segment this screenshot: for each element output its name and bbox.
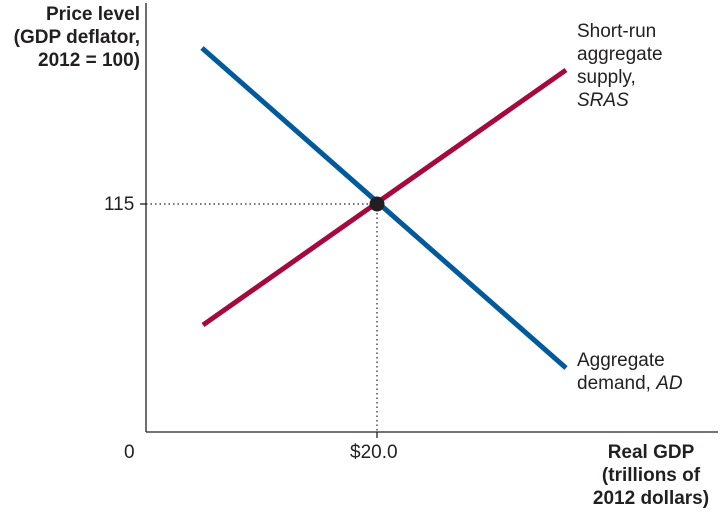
ad-label: Aggregate demand, AD [577,349,683,395]
sras-label-line-2: aggregate [577,44,663,65]
origin-label: 0 [124,442,135,463]
sras-curve [201,67,568,328]
sras-label-abbr: SRAS [577,90,629,111]
sras-label-line-1: Short-run [577,21,657,42]
sras-label-line-3: supply, [577,67,636,88]
sras-label: Short-run aggregate supply, SRAS [577,20,663,112]
ad-label-line-2: demand, AD [577,372,683,395]
y-axis-title: Price level (GDP deflator, 2012 = 100) [0,3,140,72]
x-axis-title-line-3: 2012 dollars) [592,488,710,509]
equilibrium-point [369,196,385,212]
y-axis-title-line-1: Price level [45,4,140,25]
ad-curve [200,46,568,370]
x-axis-title-line-2: (trillions of [601,465,701,486]
y-axis-title-line-3: 2012 = 100) [38,50,140,71]
x-axis-title: Real GDP (trillions of 2012 dollars) [578,441,724,510]
ad-label-line-1: Aggregate [577,350,665,371]
x-tick-label: $20.0 [350,442,398,463]
y-axis-title-line-2: (GDP deflator, [13,27,140,48]
y-tick-label: 115 [104,194,135,215]
ad-label-prefix: demand, [577,373,657,394]
ad-label-abbr: AD [656,373,683,394]
x-axis-title-line-1: Real GDP [607,442,695,463]
